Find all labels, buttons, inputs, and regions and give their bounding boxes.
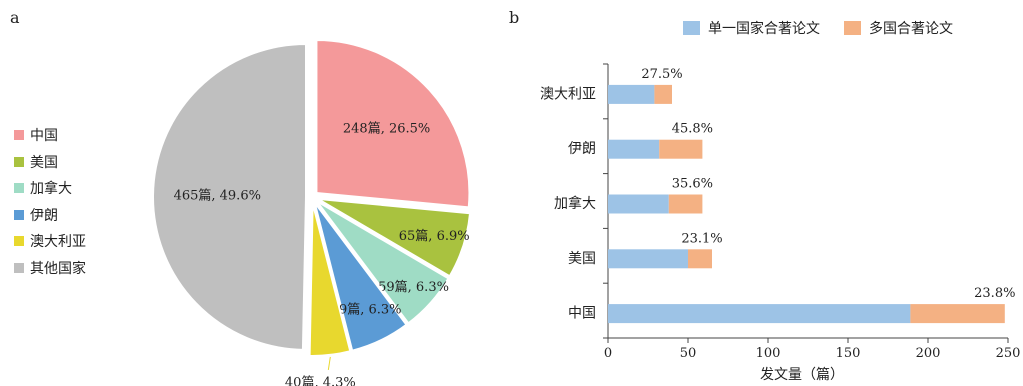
pie-slice (317, 197, 472, 278)
x-tick-label: 200 (916, 346, 941, 361)
legend-label: 澳大利亚 (30, 234, 86, 251)
pie-data-label: 40篇, 4.3% (285, 375, 356, 386)
x-tick-label: 150 (836, 346, 861, 361)
legend-swatch (683, 21, 700, 35)
legend-item: 多国合著论文 (844, 18, 953, 38)
legend-item: 其他国家 (14, 255, 86, 282)
pie-slice (315, 200, 450, 325)
pie-slice (308, 202, 352, 357)
x-tick-label: 0 (604, 346, 612, 361)
legend-item: 澳大利亚 (14, 228, 86, 255)
pie-leader-line (327, 356, 331, 371)
legend-label: 加拿大 (30, 181, 72, 198)
pie-legend: 中国美国加拿大伊朗澳大利亚其他国家 (14, 122, 86, 281)
pie-slice (313, 201, 408, 352)
bar-data-label: 45.8% (672, 122, 713, 137)
bar-segment (608, 304, 911, 324)
y-tick-label: 伊朗 (568, 141, 596, 157)
bar-data-label: 27.5% (641, 67, 682, 82)
bar-data-label: 35.6% (672, 177, 713, 192)
panel-a-letter: a (10, 8, 20, 27)
bar-data-label: 23.8% (974, 286, 1015, 301)
bar-data-label: 23.1% (681, 231, 722, 246)
bar-segment (608, 139, 660, 159)
bar-segment (910, 304, 1005, 324)
bar-segment (668, 194, 703, 214)
pie-data-label: 59篇, 6.3% (378, 280, 449, 295)
y-tick-label: 美国 (568, 251, 596, 267)
legend-item: 中国 (14, 122, 86, 149)
bar-segment (688, 249, 712, 269)
bar-chart: 0 50 100 150 200 250 发文量（篇） 中国 23.8% 美国 23.1% 加拿大 35… (540, 63, 1021, 383)
bar-segment (608, 84, 655, 104)
legend-swatch (14, 183, 24, 194)
bar-segment (608, 194, 669, 214)
y-tick-label: 澳大利亚 (540, 86, 596, 102)
legend-label: 中国 (30, 128, 58, 145)
legend-swatch (14, 262, 24, 273)
bar-segment (654, 84, 672, 104)
legend-swatch (14, 209, 24, 220)
bar-segment (659, 139, 703, 159)
bar-segment (608, 249, 688, 269)
legend-item: 加拿大 (14, 175, 86, 202)
bar-legend: 单一国家合著论文 多国合著论文 (683, 18, 977, 38)
legend-swatch (14, 156, 24, 167)
x-axis-label: 发文量（篇） (760, 367, 844, 383)
pie-chart: 248篇, 26.5% 65篇, 6.9% 59篇, 6.3% 59篇, 6.3% 40… (152, 38, 472, 386)
pie-data-label: 59篇, 6.3% (331, 303, 402, 318)
pie-data-label: 65篇, 6.9% (399, 229, 470, 244)
legend-label: 单一国家合著论文 (708, 21, 820, 37)
pie-slice (152, 42, 307, 351)
legend-swatch (14, 236, 24, 247)
legend-item: 伊朗 (14, 202, 86, 229)
x-tick-label: 50 (680, 346, 697, 361)
legend-item: 美国 (14, 149, 86, 176)
panel-b-letter: b (509, 8, 520, 27)
y-tick-label: 加拿大 (554, 195, 596, 212)
legend-swatch (14, 130, 24, 141)
legend-swatch (844, 21, 861, 35)
legend-label: 伊朗 (30, 207, 58, 224)
pie-data-label: 465篇, 49.6% (174, 189, 261, 204)
pie-data-label: 248篇, 26.5% (343, 122, 430, 137)
legend-label: 其他国家 (30, 260, 86, 277)
legend-label: 多国合著论文 (869, 21, 953, 37)
pie-slice (315, 38, 471, 209)
x-tick-label: 100 (756, 346, 781, 361)
legend-item: 单一国家合著论文 (683, 18, 820, 38)
x-tick-label: 250 (996, 346, 1021, 361)
legend-label: 美国 (30, 154, 58, 171)
y-tick-label: 中国 (568, 306, 596, 322)
